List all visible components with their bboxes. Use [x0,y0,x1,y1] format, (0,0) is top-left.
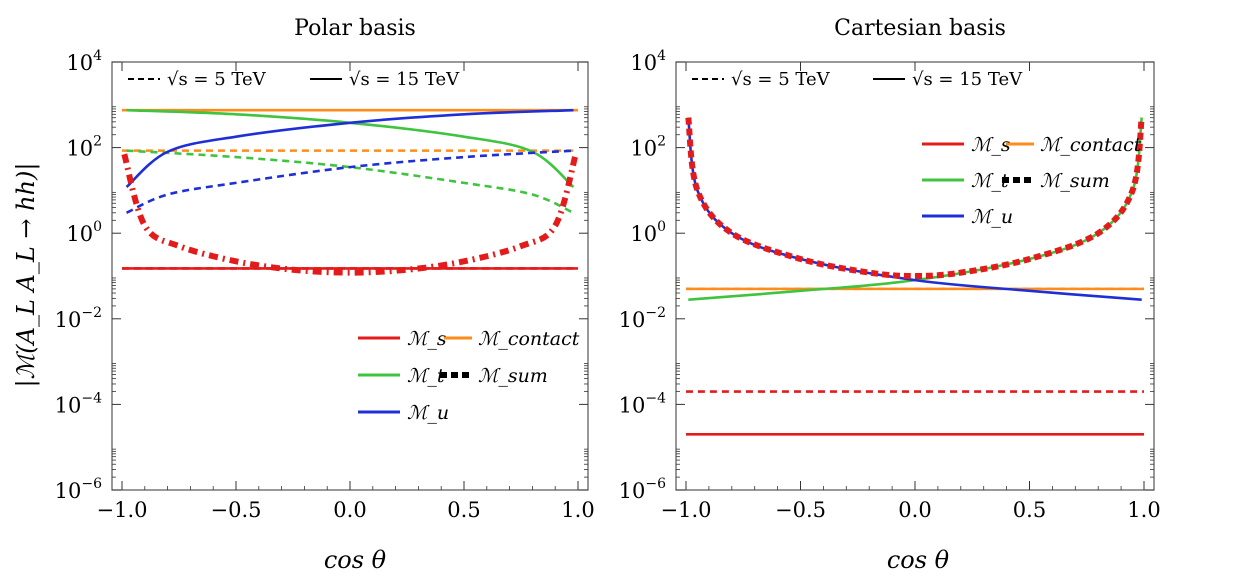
legend-15tev-label: √s = 15 TeV [912,69,1023,90]
legend-s-label: ℳ_s [407,328,447,350]
y-tick-label: 10−6 [619,476,666,503]
panel-left-title: Polar basis [294,16,416,41]
y-tick-label: 102 [630,134,666,161]
y-axis-label: |ℳ(A_L A_L → hh)| [12,162,41,387]
y-tick-label: 10−4 [55,390,102,417]
legend-u-label: ℳ_u [971,206,1013,228]
panel-cartesian: 10−6 10−4 10−2 100 102 104 −1.0 −0.5 0.0 0.5 1.0 [619,48,1161,522]
x-tick-label: 0.0 [898,498,931,522]
x-tick-label: −1.0 [97,498,148,522]
legend-5tev-label: √s = 5 TeV [731,69,831,90]
x-tick-label: 0.5 [1013,498,1046,522]
y-tick-label: 100 [630,219,666,246]
amplitude-legend-left: ℳ_s ℳ_contact ℳ_t ℳ_sum ℳ_u [358,328,580,424]
plot-frame [111,61,589,491]
panel-right-title: Cartesian basis [834,16,1006,41]
legend-15tev-label: √s = 15 TeV [349,69,460,90]
y-tick-label: 10−6 [55,476,102,503]
y-tick-label: 10−2 [619,305,666,332]
energy-legend-right: √s = 5 TeV √s = 15 TeV [692,69,1023,90]
series-t-5tev [126,149,574,214]
panel-right-xlabel: cos θ [887,546,950,574]
y-tick-label: 104 [630,48,666,75]
legend-contact-label: ℳ_contact [478,328,580,350]
x-tick-label: −1.0 [661,498,712,522]
series-sum-5tev [121,153,579,276]
energy-legend-left: √s = 5 TeV √s = 15 TeV [128,69,460,90]
x-tick-label: 1.0 [1127,498,1160,522]
y-tick-label: 104 [66,48,102,75]
y-tick-label: 10−4 [619,390,666,417]
y-tick-label: 10−2 [55,305,102,332]
x-tick-label: 0.5 [447,498,480,522]
series-sum-15tev [685,117,1145,279]
legend-sum-label: ℳ_sum [478,365,548,387]
legend-u-label: ℳ_u [407,402,449,424]
legend-5tev-label: √s = 5 TeV [167,69,267,90]
amplitude-legend-right: ℳ_s ℳ_contact ℳ_t ℳ_sum ℳ_u [922,134,1142,228]
y-tick-label: 100 [66,219,102,246]
x-tick-label: −0.5 [211,498,262,522]
x-tick-label: 0.0 [333,498,366,522]
legend-contact-label: ℳ_contact [1040,134,1142,156]
legend-sum-label: ℳ_sum [1040,170,1110,192]
legend-t-label: ℳ_t [971,170,1009,192]
legend-t-label: ℳ_t [407,365,445,387]
panel-left-xlabel: cos θ [324,546,387,574]
legend-s-label: ℳ_s [971,134,1011,156]
panel-polar: 10−6 10−4 10−2 100 102 104 −1.0 −0.5 0.0 0.5 1.0 [55,48,595,522]
x-tick-label: −0.5 [775,498,826,522]
series-u-15tev [125,108,574,188]
y-tick-label: 102 [66,134,102,161]
x-tick-label: 1.0 [561,498,594,522]
series-u-5tev [126,149,574,214]
